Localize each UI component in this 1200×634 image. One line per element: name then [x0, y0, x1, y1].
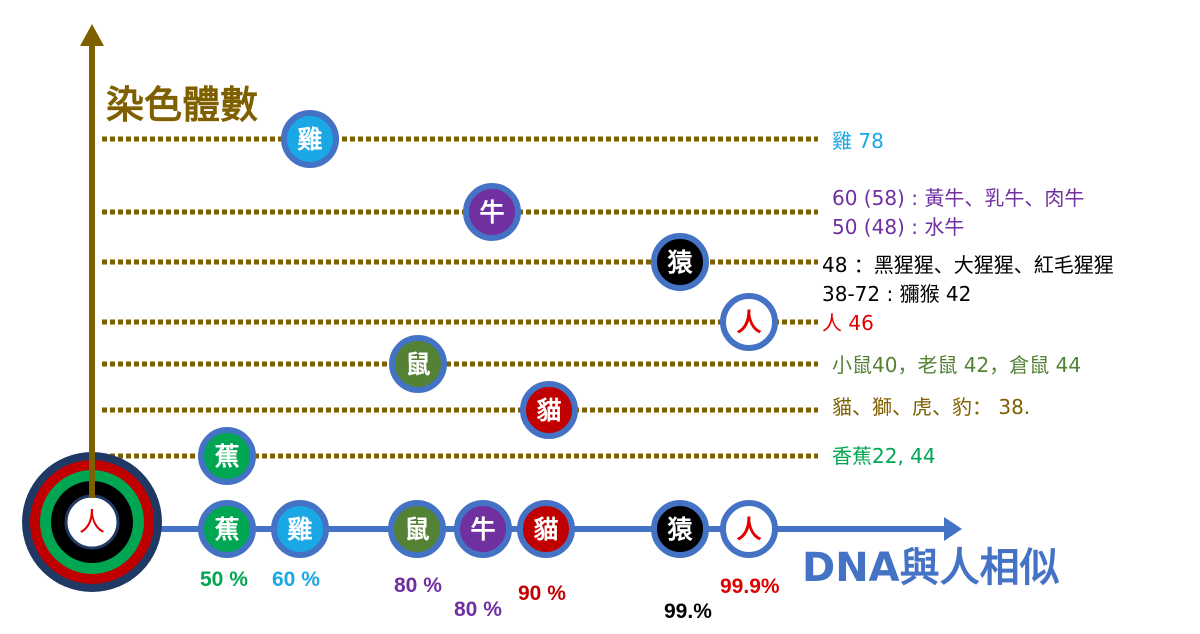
origin-label: 人	[79, 508, 105, 538]
similarity-badge-mouse-glyph: 鼠	[404, 515, 429, 544]
similarity-badge-human-circle	[720, 500, 778, 558]
similarity-badge-banana-glyph: 蕉	[214, 515, 239, 544]
origin-target	[22, 452, 162, 592]
similarity-percent-banana: 50 %	[200, 568, 248, 591]
row-badge-cattle: 牛	[463, 183, 521, 241]
row-badge-ape-glyph: 猿	[666, 248, 693, 277]
similarity-badge-human-glyph: 人	[736, 515, 761, 544]
row-badge-ape-circle	[651, 233, 709, 291]
similarity-percent-cat: 90 %	[518, 582, 566, 605]
row-badge-cat: 貓	[520, 381, 578, 439]
similarity-badge-mouse-circle	[388, 500, 446, 558]
similarity-percent-human: 99.9%	[720, 575, 780, 598]
similarity-badge-ape-circle	[651, 500, 709, 558]
row-badge-human-circle	[720, 293, 778, 351]
row-badge-chicken: 雞	[281, 110, 339, 168]
x-axis-title: DNA與人相似	[802, 545, 1060, 591]
y-axis-title: 染色體數	[106, 83, 259, 127]
similarity-badge-cat-circle	[517, 500, 575, 558]
row-badge-chicken-glyph: 雞	[296, 125, 322, 154]
similarity-badge-cattle-circle	[454, 500, 512, 558]
similarity-badge-chicken: 雞	[271, 500, 329, 558]
chromosome-label-chicken: 雞 78	[832, 129, 884, 153]
row-badge-banana-circle	[198, 427, 256, 485]
y-axis-arrowhead	[80, 24, 104, 46]
chromosome-label-ape: 48 ：黑猩猩、大猩猩、紅毛猩猩	[822, 253, 1114, 277]
similarity-badge-banana-circle	[198, 500, 256, 558]
similarity-percent-chicken: 60 %	[272, 568, 320, 591]
x-axis-arrowhead	[944, 517, 962, 541]
chromosome-label-cat: 貓、獅、虎、豹： 38.	[832, 395, 1031, 419]
row-badge-chicken-circle	[281, 110, 339, 168]
chromosome-label-banana: 香蕉22, 44	[832, 444, 936, 468]
chromosome-label-human: 人 46	[822, 311, 874, 335]
row-badge-ape: 猿	[651, 233, 709, 291]
chromosome-label-mouse: 小鼠40，老鼠 42，倉鼠 44	[832, 353, 1082, 377]
similarity-badge-ape-glyph: 猿	[666, 515, 693, 544]
similarity-badge-cat-glyph: 貓	[533, 515, 558, 544]
y-axis	[80, 24, 104, 498]
similarity-percent-ape: 99.%	[664, 600, 712, 623]
similarity-badge-banana: 蕉	[198, 500, 256, 558]
similarity-badge-ape: 猿	[651, 500, 709, 558]
similarity-badge-cattle: 牛	[454, 500, 512, 558]
similarity-badge-chicken-circle	[271, 500, 329, 558]
chromosome-label-cattle: 60 (58) : 黃牛、乳牛、肉牛	[832, 186, 1085, 210]
chromosome-label-ape: 38-72 : 獼猴 42	[822, 282, 972, 306]
row-badge-human: 人	[720, 293, 778, 351]
similarity-badge-cattle-glyph: 牛	[470, 515, 495, 544]
similarity-badges: 蕉雞鼠牛貓猿人	[198, 500, 778, 558]
row-badge-cattle-glyph: 牛	[479, 198, 504, 227]
chromosome-label-cattle: 50 (48) : 水牛	[832, 215, 965, 239]
similarity-badge-human: 人	[720, 500, 778, 558]
row-badge-cat-circle	[520, 381, 578, 439]
row-badge-banana: 蕉	[198, 427, 256, 485]
row-badge-cattle-circle	[463, 183, 521, 241]
row-badge-mouse: 鼠	[389, 335, 447, 393]
similarity-badge-cat: 貓	[517, 500, 575, 558]
row-badge-mouse-glyph: 鼠	[405, 350, 430, 379]
row-badge-mouse-circle	[389, 335, 447, 393]
row-badge-human-glyph: 人	[736, 308, 761, 337]
similarity-badge-mouse: 鼠	[388, 500, 446, 558]
similarity-percent-mouse: 80 %	[394, 574, 442, 597]
similarity-badge-chicken-glyph: 雞	[286, 515, 312, 544]
similarity-percent-cattle: 80 %	[454, 598, 502, 621]
row-badge-cat-glyph: 貓	[536, 396, 561, 425]
row-badge-banana-glyph: 蕉	[214, 442, 239, 471]
